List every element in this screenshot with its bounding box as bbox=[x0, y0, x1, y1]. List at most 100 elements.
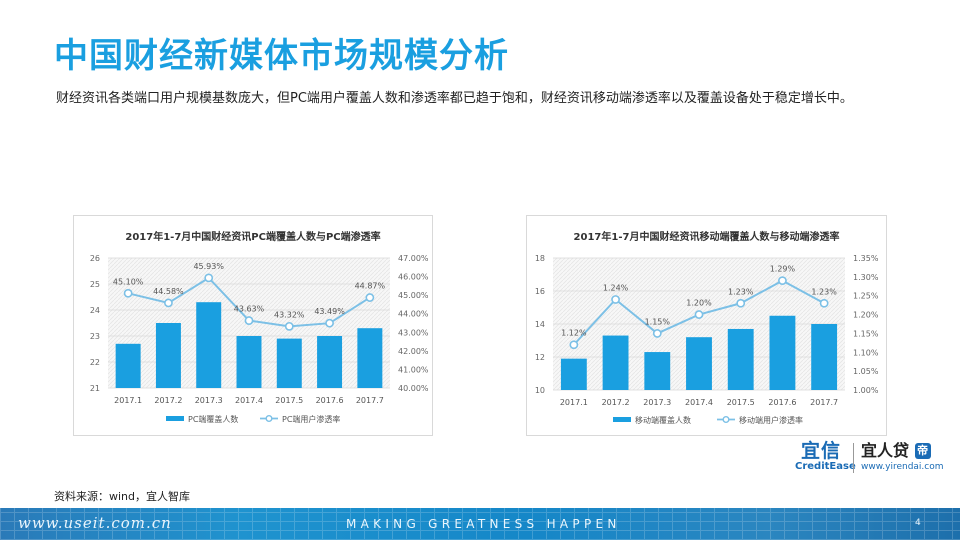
pc-chart-card: 2017年1-7月中国财经资讯PC端覆盖人数与PC端渗透率 21 22 23 24 25… bbox=[73, 215, 433, 436]
y-tick-label: 22 bbox=[90, 358, 100, 367]
bar bbox=[196, 302, 222, 388]
x-tick-label: 2017.1 bbox=[560, 398, 588, 407]
bar bbox=[811, 324, 838, 390]
data-label: 45.10% bbox=[113, 277, 144, 286]
pc-coverage-chart: 2017年1-7月中国财经资讯PC端覆盖人数与PC端渗透率 21 22 23 24 25… bbox=[90, 230, 429, 424]
y2-tick-label: 1.35% bbox=[853, 254, 879, 263]
creditease-logo: 宜信 CreditEase bbox=[795, 440, 856, 473]
y-tick-label: 23 bbox=[90, 332, 100, 341]
y2-tick-label: 1.10% bbox=[853, 348, 879, 357]
chart-title: 2017年1-7月中国财经资讯PC端覆盖人数与PC端渗透率 bbox=[125, 230, 380, 243]
legend-line-label: 移动端用户渗透率 bbox=[739, 415, 803, 425]
bar bbox=[560, 358, 587, 390]
circuit-pattern bbox=[0, 508, 960, 540]
x-tick-label: 2017.6 bbox=[316, 396, 344, 405]
x-tick-label: 2017.4 bbox=[685, 398, 713, 407]
y2-tick-label: 43.00% bbox=[398, 328, 429, 337]
mobile-coverage-chart: 2017年1-7月中国财经资讯移动端覆盖人数与移动端渗透率 10 12 14 16 18… bbox=[535, 230, 879, 425]
y2-tick-label: 40.00% bbox=[398, 384, 429, 393]
line-point bbox=[244, 316, 254, 325]
y2-tick-label: 41.00% bbox=[398, 365, 429, 374]
bar bbox=[276, 338, 302, 388]
brand-logos: 宜信 CreditEase 宜人贷 帝 www.yirendai.com bbox=[795, 441, 945, 477]
y-tick-label: 21 bbox=[90, 384, 100, 393]
y2-tick-label: 1.25% bbox=[853, 292, 879, 301]
page-title: 中国财经新媒体市场规模分析 bbox=[54, 36, 509, 76]
footer-url: www.useit.com.cn bbox=[18, 514, 172, 532]
legend-line-marker bbox=[265, 414, 273, 422]
y2-tick-label: 42.00% bbox=[398, 347, 429, 356]
data-label: 43.63% bbox=[234, 305, 265, 314]
y2-tick-label: 44.00% bbox=[398, 310, 429, 319]
line-point bbox=[569, 340, 579, 350]
y2-tick-label: 1.15% bbox=[853, 329, 879, 338]
y2-tick-label: 1.05% bbox=[853, 367, 879, 376]
legend-bar-swatch bbox=[166, 416, 184, 421]
y2-tick-label: 45.00% bbox=[398, 291, 429, 300]
yirendai-logo-cn: 宜人贷 bbox=[861, 441, 910, 460]
logo-divider bbox=[853, 443, 854, 473]
legend-bar-label: 移动端覆盖人数 bbox=[635, 415, 691, 425]
line-point bbox=[652, 329, 662, 338]
x-tick-label: 2017.2 bbox=[602, 398, 630, 407]
bar bbox=[115, 343, 141, 388]
data-source-note: 资料来源：wind，宜人智库 bbox=[54, 490, 191, 503]
line-point bbox=[694, 310, 704, 319]
x-tick-label: 2017.3 bbox=[195, 396, 223, 405]
bar bbox=[357, 328, 383, 388]
y-tick-label: 12 bbox=[535, 353, 545, 362]
page-description: 财经资讯各类端口用户规模基数庞大，但PC端用户覆盖人数和渗透率都已趋于饱和，财经… bbox=[56, 91, 853, 106]
y-tick-label: 24 bbox=[90, 306, 100, 315]
y2-tick-label: 46.00% bbox=[398, 273, 429, 282]
x-tick-label: 2017.5 bbox=[727, 398, 755, 407]
x-tick-label: 2017.1 bbox=[114, 396, 142, 405]
y2-tick-label: 1.00% bbox=[853, 386, 879, 395]
y2-tick-label: 47.00% bbox=[398, 254, 429, 263]
x-tick-label: 2017.5 bbox=[275, 396, 303, 405]
data-label: 1.23% bbox=[728, 287, 754, 296]
x-tick-label: 2017.4 bbox=[235, 396, 263, 405]
bar bbox=[602, 335, 629, 390]
data-label: 44.87% bbox=[355, 282, 386, 291]
data-label: 44.58% bbox=[153, 287, 184, 296]
legend-line-label: PC端用户渗透率 bbox=[282, 414, 340, 424]
footer-slogan: MAKING GREATNESS HAPPEN bbox=[346, 517, 621, 531]
y-tick-label: 25 bbox=[90, 280, 100, 289]
data-label: 1.23% bbox=[811, 287, 837, 296]
legend-bar-label: PC端覆盖人数 bbox=[188, 414, 238, 424]
chart-title: 2017年1-7月中国财经资讯移动端覆盖人数与移动端渗透率 bbox=[574, 230, 840, 243]
y2-tick-label: 1.30% bbox=[853, 273, 879, 282]
line-point bbox=[819, 298, 829, 308]
bar bbox=[769, 315, 796, 390]
x-tick-label: 2017.6 bbox=[768, 398, 796, 407]
mobile-chart-card: 2017年1-7月中国财经资讯移动端覆盖人数与移动端渗透率 10 12 14 16 18… bbox=[526, 215, 887, 436]
y-tick-label: 16 bbox=[535, 287, 545, 296]
line-point bbox=[736, 298, 746, 308]
line-point bbox=[365, 293, 375, 302]
y-tick-label: 18 bbox=[535, 254, 545, 263]
legend-line-marker bbox=[722, 415, 730, 423]
y-tick-label: 10 bbox=[535, 386, 545, 395]
data-label: 43.49% bbox=[314, 307, 345, 316]
y-tick-label: 14 bbox=[535, 320, 545, 329]
creditease-logo-en: CreditEase bbox=[795, 461, 856, 472]
bar bbox=[686, 337, 712, 390]
y2-tick-label: 1.20% bbox=[853, 311, 879, 320]
data-label: 1.12% bbox=[561, 329, 587, 338]
data-label: 1.20% bbox=[686, 299, 712, 308]
footer-banner: www.useit.com.cn MAKING GREATNESS HAPPEN… bbox=[0, 508, 960, 540]
line-point bbox=[164, 298, 173, 308]
legend-bar-swatch bbox=[613, 417, 631, 422]
yirendai-url: www.yirendai.com bbox=[861, 462, 944, 472]
y-tick-label: 26 bbox=[90, 254, 100, 263]
line-point bbox=[284, 321, 294, 331]
data-label: 45.93% bbox=[193, 262, 224, 271]
bar bbox=[317, 336, 343, 388]
creditease-logo-cn: 宜信 bbox=[800, 440, 841, 462]
data-label: 1.29% bbox=[770, 265, 796, 274]
bar bbox=[727, 328, 754, 390]
data-label: 1.15% bbox=[645, 317, 671, 326]
data-label: 1.24% bbox=[603, 283, 629, 292]
page-number: 4 bbox=[915, 518, 921, 528]
data-label: 43.32% bbox=[274, 310, 305, 319]
